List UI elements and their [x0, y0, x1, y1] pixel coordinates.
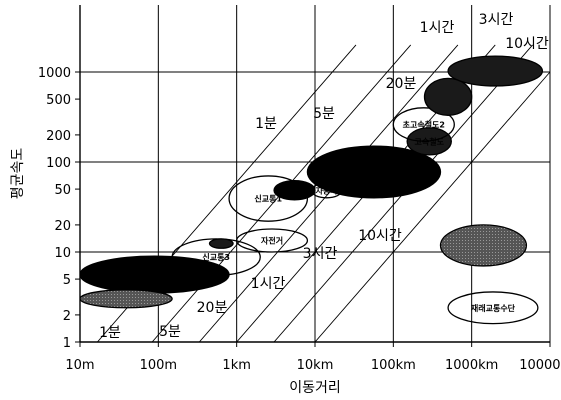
region-자전거: [236, 228, 309, 253]
x-tick-label: 10m: [65, 358, 94, 373]
isochrone-label: 3시간: [303, 246, 338, 262]
y-tick-label: 10: [54, 246, 71, 261]
region-초고속철도2: [392, 107, 455, 142]
region-신교통1: [228, 175, 309, 222]
region-label: 재래교통수단: [471, 303, 516, 313]
y-axis-title: 평균속도: [10, 148, 26, 200]
isochrone-label: 20분: [197, 300, 228, 316]
isochrone-line: [314, 71, 550, 342]
y-tick-label: 500: [46, 93, 71, 108]
region-label: 신교통1: [254, 194, 282, 204]
x-tick-label: 100km: [371, 358, 416, 373]
x-axis-title: 이동거리: [289, 380, 341, 396]
isochrone-label: 3시간: [479, 12, 514, 28]
region-unlabeled: [80, 289, 173, 309]
y-tick-label: 1: [63, 336, 71, 351]
isochrone-label: 1시간: [251, 276, 286, 292]
isochrone-label: 1분: [255, 116, 277, 132]
y-tick-label: 1000: [38, 66, 71, 81]
region-label: 초고속철도2: [403, 120, 445, 130]
x-tick-label: 100m: [140, 358, 177, 373]
y-tick-label: 100: [46, 156, 71, 171]
x-tick-label: 10km: [297, 358, 334, 373]
region-재래교통수단: [447, 291, 539, 325]
isochrone-label: 5분: [313, 106, 335, 122]
region-label: 신교통3: [202, 252, 230, 262]
isochrone-labels: 1분 5분 20분 1시간 3시간 10시간 1분 5분 20분 1시간 3시간 10시간: [99, 12, 549, 341]
isochrone-line: [198, 44, 459, 342]
y-tick-label: 20: [54, 219, 71, 234]
isochrone-label: 5분: [159, 324, 181, 340]
x-tick-label: 10000km: [519, 358, 561, 373]
region-unlabeled: [439, 224, 528, 267]
y-tick-label: 200: [46, 129, 71, 144]
x-tick-label: 1km: [222, 358, 250, 373]
region-unlabeled: [208, 238, 234, 249]
y-tick-labels: 1 2 5 10 20 50 100 200 500 1000: [38, 66, 80, 351]
region-unlabeled: [306, 145, 442, 199]
isochrone-label: 20분: [386, 76, 417, 92]
x-tick-labels: 10m 100m 1km 10km 100km 1000km 10000km: [65, 342, 561, 373]
region-unlabeled: [423, 77, 473, 116]
y-tick-label: 50: [54, 183, 71, 198]
isochrone-label: 1시간: [420, 20, 455, 36]
y-tick-label: 2: [63, 309, 71, 324]
region-unlabeled: [273, 180, 316, 201]
isochrone-label: 10시간: [505, 36, 549, 52]
region-label: 자전거: [261, 236, 283, 246]
isochrone-label: 1분: [99, 325, 121, 341]
region-unlabeled: [447, 55, 544, 87]
x-tick-label: 1000km: [445, 358, 498, 373]
y-tick-label: 5: [63, 273, 71, 288]
isochrone-label: 10시간: [358, 228, 402, 244]
